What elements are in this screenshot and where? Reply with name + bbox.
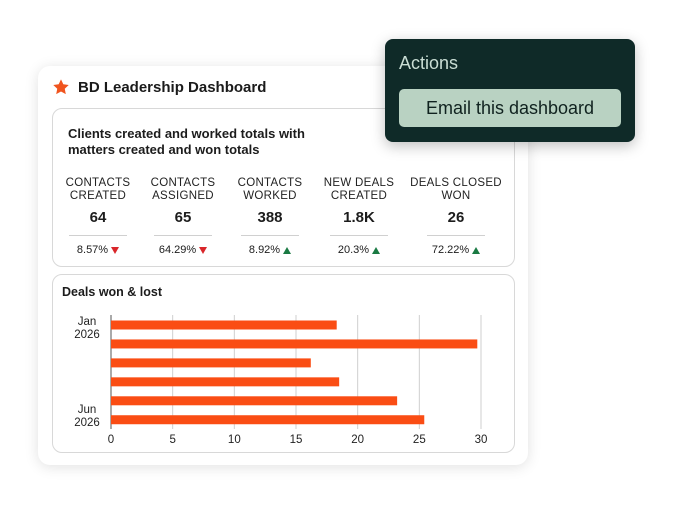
kpi-metric: CONTACTS CREATED 64 8.57% — [52, 176, 144, 256]
kpi-metric-label: DEALS CLOSED WON — [410, 177, 502, 202]
kpi-change: 64.29% — [137, 244, 229, 256]
kpi-change: 72.22% — [410, 244, 502, 256]
chart-bar[interactable] — [111, 377, 340, 387]
kpi-divider — [241, 235, 299, 236]
kpi-divider — [69, 235, 127, 236]
deals-chart-card: Deals won & lost 0 5 10 15 20 25 30 Jan 2026 Jun 2… — [52, 274, 515, 453]
chart-bar[interactable] — [111, 415, 425, 425]
kpi-change: 8.57% — [52, 244, 144, 256]
kpi-metric: CONTACTS WORKED 388 8.92% — [224, 176, 316, 256]
kpi-change: 20.3% — [313, 244, 405, 256]
chart-bar[interactable] — [111, 358, 311, 368]
x-tick-label: 5 — [169, 434, 175, 446]
y-tick-label: Jun 2026 — [74, 404, 100, 429]
kpi-metric-value: 65 — [174, 209, 192, 226]
kpi-metric-value: 64 — [89, 209, 107, 226]
x-tick-label: 10 — [228, 434, 241, 446]
kpi-change-value: 64.29% — [158, 244, 197, 256]
kpi-change: 8.92% — [224, 244, 316, 256]
chart-title: Deals won & lost — [62, 285, 163, 299]
chart-bar[interactable] — [111, 396, 398, 406]
kpi-divider — [154, 235, 212, 236]
actions-menu: Actions Email this dashboard — [385, 39, 635, 142]
kpi-summary-card: Clients created and worked totals with m… — [52, 108, 515, 267]
x-tick-label: 15 — [290, 434, 303, 446]
kpi-change-value: 72.22% — [431, 244, 470, 256]
trend-down-icon — [111, 246, 120, 254]
kpi-metric-value: 26 — [447, 209, 465, 226]
actions-menu-title: Actions — [399, 53, 459, 73]
trend-up-icon — [283, 246, 292, 254]
kpi-metric-label: CONTACTS ASSIGNED — [150, 177, 216, 202]
dashboard-header: BD Leadership Dashboard — [52, 78, 266, 96]
kpi-divider — [427, 235, 485, 236]
kpi-metric-label: CONTACTS CREATED — [65, 177, 131, 202]
kpi-metric: CONTACTS ASSIGNED 65 64.29% — [137, 176, 229, 256]
kpi-change-value: 8.92% — [248, 244, 281, 256]
x-tick-label: 25 — [413, 434, 426, 446]
deals-bar-chart: 0 5 10 15 20 25 30 Jan 2026 Jun 2026 — [74, 315, 488, 446]
chart-bar[interactable] — [111, 339, 478, 349]
kpi-metric-value: 388 — [257, 209, 283, 226]
kpi-metric: NEW DEALS CREATED 1.8K 20.3% — [313, 176, 405, 256]
x-tick-label: 20 — [351, 434, 364, 446]
kpi-divider — [330, 235, 388, 236]
x-tick-label: 30 — [475, 434, 488, 446]
trend-up-icon — [472, 246, 481, 254]
kpi-metric-label: CONTACTS WORKED — [237, 177, 303, 202]
kpi-metric: DEALS CLOSED WON 26 72.22% — [410, 176, 502, 256]
trend-up-icon — [372, 246, 381, 254]
kpi-card-heading: Clients created and worked totals with m… — [68, 126, 305, 157]
kpi-change-value: 20.3% — [337, 244, 370, 256]
kpi-metric-value: 1.8K — [343, 209, 375, 226]
email-dashboard-button[interactable]: Email this dashboard — [399, 89, 621, 127]
kpi-metric-label: NEW DEALS CREATED — [323, 177, 395, 202]
dashboard-title: BD Leadership Dashboard — [78, 78, 267, 96]
y-tick-label: Jan 2026 — [74, 316, 100, 341]
x-tick-label: 0 — [108, 434, 114, 446]
chart-bar[interactable] — [111, 320, 337, 330]
trend-down-icon — [199, 246, 208, 254]
kpi-change-value: 8.57% — [76, 244, 109, 256]
favorite-star-icon[interactable] — [52, 78, 70, 96]
